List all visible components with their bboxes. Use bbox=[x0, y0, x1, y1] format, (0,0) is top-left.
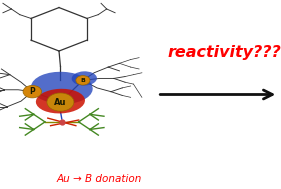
Text: P: P bbox=[30, 87, 35, 96]
Ellipse shape bbox=[36, 89, 85, 113]
Ellipse shape bbox=[31, 72, 93, 104]
Circle shape bbox=[23, 85, 42, 98]
Circle shape bbox=[76, 76, 90, 85]
Ellipse shape bbox=[72, 71, 97, 86]
Text: reactivity???: reactivity??? bbox=[167, 45, 281, 60]
Circle shape bbox=[47, 93, 74, 111]
Text: B: B bbox=[80, 78, 85, 83]
Text: Au → B donation: Au → B donation bbox=[56, 174, 142, 184]
Text: Au: Au bbox=[54, 98, 67, 107]
